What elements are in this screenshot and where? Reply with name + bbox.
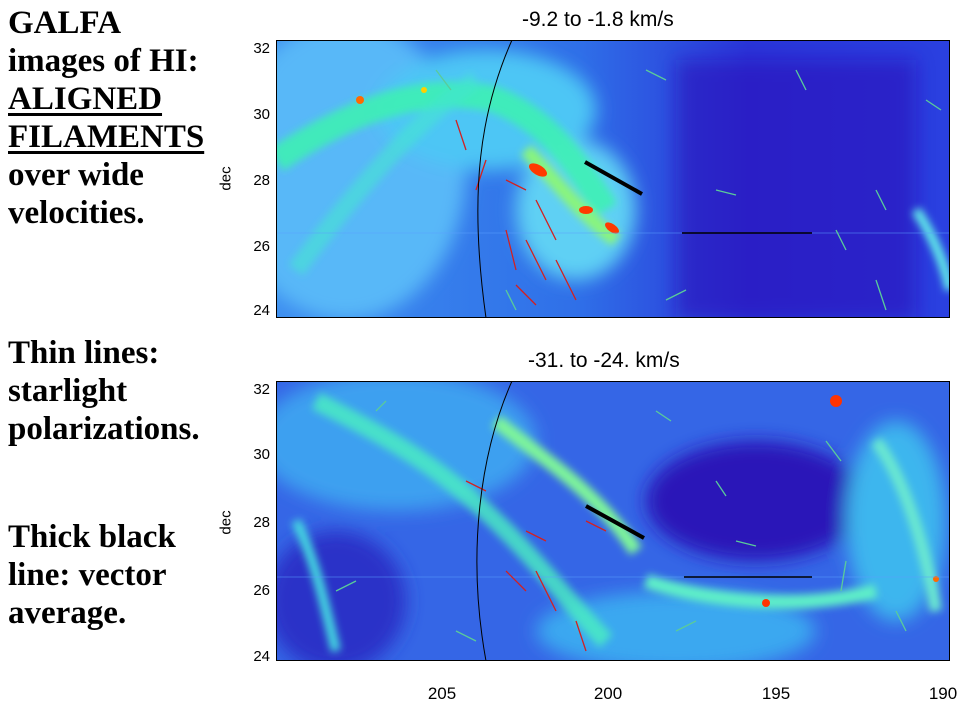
panel-bottom-ytick: 30 <box>253 446 270 463</box>
panel-top-ytick: 24 <box>253 302 270 319</box>
panel-bottom-ytick: 28 <box>253 514 270 531</box>
xtick: 200 <box>593 684 623 703</box>
panel-top-ytick: 28 <box>253 172 270 189</box>
thin-lines-line-2: starlight <box>8 373 128 409</box>
panel-top-ytick: 32 <box>253 40 270 57</box>
panel-bottom-ylabel: dec <box>217 510 235 535</box>
hi-image-top <box>276 40 950 318</box>
thin-lines-line-3: polarizations. <box>8 411 200 447</box>
hi-image-bottom <box>276 381 950 661</box>
heading-line-4: FILAMENTS <box>8 119 205 155</box>
thin-lines-line-1: Thin lines: <box>8 335 160 371</box>
heading-line-3: ALIGNED <box>8 81 163 117</box>
panel-top-ytick: 30 <box>253 106 270 123</box>
panel-top-ylabel: dec <box>217 166 235 191</box>
thick-line-line-1: Thick black <box>8 519 176 555</box>
heading-line-5: over wide <box>8 157 144 193</box>
panel-bottom-ytick: 26 <box>253 582 270 599</box>
heading-line-6: velocities. <box>8 195 145 231</box>
panel-top-ytick: 26 <box>253 238 270 255</box>
slide-heading: GALFA images of HI: ALIGNED FILAMENTS ov… <box>8 4 204 232</box>
thin-lines-caption: Thin lines: starlight polarizations. <box>8 334 200 448</box>
heading-line-2: images of HI: <box>8 43 199 79</box>
xtick: 190 <box>928 684 958 703</box>
xtick: 195 <box>761 684 791 703</box>
thick-line-line-3: average. <box>8 595 127 631</box>
vector-average-line-top <box>584 160 643 196</box>
hi-map-bottom-svg <box>276 381 950 661</box>
xtick: 205 <box>427 684 457 703</box>
thick-line-line-2: line: vector <box>8 557 167 593</box>
thick-line-caption: Thick black line: vector average. <box>8 518 176 632</box>
panel-bottom-ytick: 24 <box>253 648 270 665</box>
panel-bottom-ytick: 32 <box>253 381 270 398</box>
panel-top-title: -9.2 to -1.8 km/s <box>522 8 674 31</box>
panel-bottom-title: -31. to -24. km/s <box>528 349 680 372</box>
heading-line-1: GALFA <box>8 5 122 41</box>
hi-map-top-svg <box>276 40 950 318</box>
vector-average-line-bottom <box>585 504 645 540</box>
